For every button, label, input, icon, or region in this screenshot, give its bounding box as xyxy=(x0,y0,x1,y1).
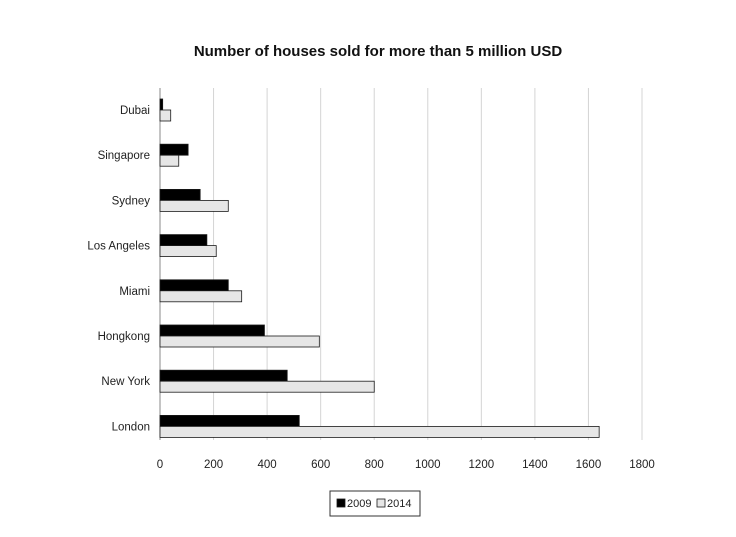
chart-title: Number of houses sold for more than 5 mi… xyxy=(194,43,563,60)
x-tick-label: 1800 xyxy=(629,459,655,471)
legend-swatch-2014 xyxy=(376,498,386,508)
legend-label-2009: 2009 xyxy=(347,498,371,510)
category-label: London xyxy=(112,421,150,433)
category-label: Hongkong xyxy=(98,331,150,343)
category-label: Sydney xyxy=(112,195,151,207)
bar-2009-miami xyxy=(159,279,229,292)
bar-2009-los-angeles xyxy=(159,234,208,247)
legend-label-2014: 2014 xyxy=(387,498,411,510)
x-tick-label: 1600 xyxy=(576,459,602,471)
bar-2014-new-york xyxy=(159,380,375,393)
bar-2014-dubai xyxy=(159,109,172,122)
bar-2014-los-angeles xyxy=(159,245,217,258)
category-label: Dubai xyxy=(120,105,150,117)
bar-2009-new-york xyxy=(159,369,288,382)
category-label: Miami xyxy=(119,286,150,298)
legend-box xyxy=(329,490,421,517)
bar-2014-sydney xyxy=(159,199,229,212)
x-tick-label: 400 xyxy=(258,459,277,471)
category-label: New York xyxy=(101,376,150,388)
x-tick-label: 600 xyxy=(311,459,330,471)
category-labels: Dubai Singapore Sydney Los Angeles Miami Hong… xyxy=(87,105,150,433)
category-label: Los Angeles xyxy=(87,241,150,253)
legend: 2009 2014 xyxy=(329,490,421,517)
bar-2009-dubai xyxy=(159,98,164,111)
bar-2009-sydney xyxy=(159,188,201,201)
x-tick-label: 1200 xyxy=(469,459,495,471)
x-axis-ticks: 0 200 400 600 800 1000 1200 1400 1600 1800 xyxy=(157,459,655,471)
x-tick-label: 800 xyxy=(365,459,384,471)
x-tick-label: 1400 xyxy=(522,459,548,471)
bar-2014-hongkong xyxy=(159,335,320,348)
category-label: Singapore xyxy=(98,150,150,162)
x-tick-label: 1000 xyxy=(415,459,441,471)
x-tick-label: 200 xyxy=(204,459,223,471)
bars xyxy=(159,98,600,438)
bar-2009-hongkong xyxy=(159,324,265,337)
bar-2014-london xyxy=(159,425,600,438)
legend-swatch-2009 xyxy=(336,498,346,508)
bar-2009-london xyxy=(159,414,300,427)
x-tick-label: 0 xyxy=(157,459,163,471)
bar-2014-miami xyxy=(159,290,243,303)
bar-2009-singapore xyxy=(159,143,189,156)
bar-2014-singapore xyxy=(159,154,180,167)
